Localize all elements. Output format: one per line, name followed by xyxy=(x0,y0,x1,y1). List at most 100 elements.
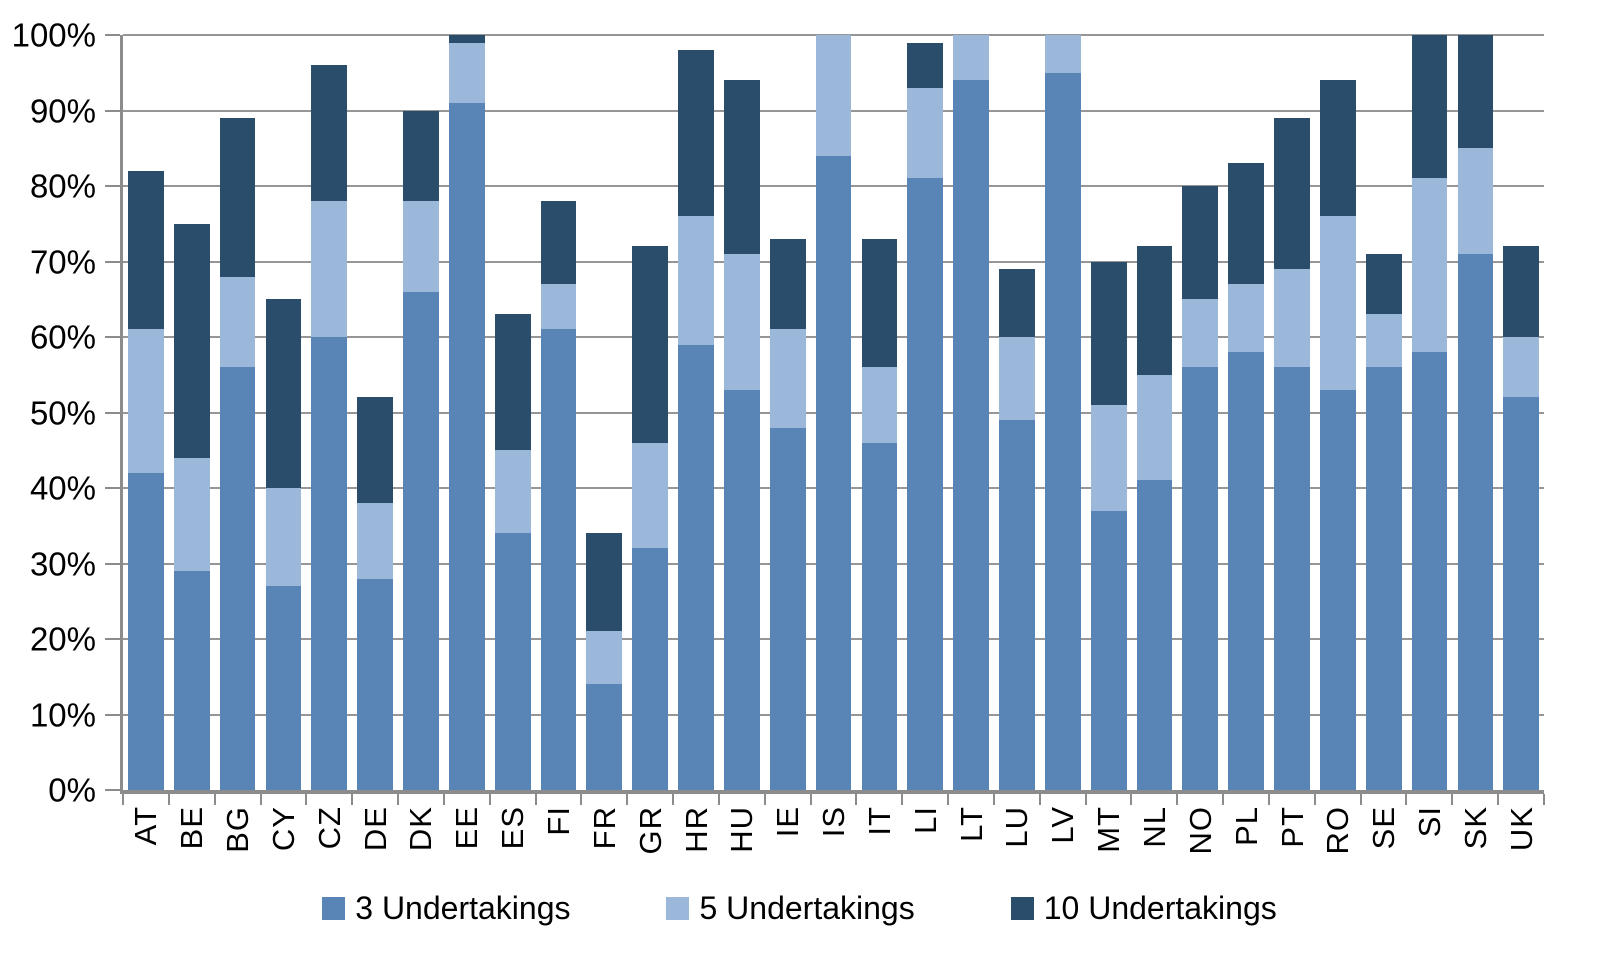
bar-segment-be-3-undertakings xyxy=(173,571,210,790)
y-tick-60 xyxy=(105,336,120,338)
bar-segment-de-3-undertakings xyxy=(357,578,394,790)
bar-slot-uk xyxy=(1498,35,1544,790)
bar-segment-cz-10-undertakings xyxy=(311,65,348,202)
bar-segment-ro-3-undertakings xyxy=(1319,389,1356,790)
bar-slot-cy xyxy=(261,35,307,790)
x-tick-4 xyxy=(305,794,308,805)
bar-segment-fi-5-undertakings xyxy=(540,284,577,330)
x-tick-30 xyxy=(1497,794,1500,805)
bar-de xyxy=(357,35,394,790)
bar-segment-fr-10-undertakings xyxy=(586,533,623,632)
bar-gr xyxy=(632,35,669,790)
x-axis-label-se: SE xyxy=(1366,806,1402,850)
bar-segment-pl-3-undertakings xyxy=(1228,352,1265,790)
x-tick-14 xyxy=(763,794,766,805)
x-axis-label-pt: PT xyxy=(1274,806,1310,848)
bar-segment-se-5-undertakings xyxy=(1365,314,1402,368)
bar-be xyxy=(173,35,210,790)
y-axis-label-20: 20% xyxy=(29,620,96,658)
y-tick-40 xyxy=(105,487,120,489)
bar-se xyxy=(1365,35,1402,790)
x-axis-label-lu: LU xyxy=(999,806,1035,848)
x-axis-label-dk: DK xyxy=(403,806,439,852)
bar-segment-nl-3-undertakings xyxy=(1136,480,1173,790)
bar-segment-be-5-undertakings xyxy=(173,457,210,572)
x-axis-label-uk: UK xyxy=(1503,806,1539,852)
bar-segment-no-3-undertakings xyxy=(1182,367,1219,790)
x-tick-23 xyxy=(1176,794,1179,805)
bar-segment-es-3-undertakings xyxy=(494,533,531,790)
bar-slot-is xyxy=(811,35,857,790)
bar-segment-si-10-undertakings xyxy=(1411,35,1448,179)
bar-ie xyxy=(769,35,806,790)
bar-slot-se xyxy=(1361,35,1407,790)
bar-nl xyxy=(1136,35,1173,790)
legend-item-3-undertakings: 3 Undertakings xyxy=(322,892,570,924)
bar-segment-lu-5-undertakings xyxy=(999,337,1035,421)
y-tick-90 xyxy=(105,109,120,112)
x-tick-8 xyxy=(488,794,491,805)
bar-slot-pl xyxy=(1223,35,1269,790)
x-axis-label-cy: CY xyxy=(265,806,301,852)
bar-segment-hu-3-undertakings xyxy=(724,389,760,790)
x-tick-18 xyxy=(947,794,950,805)
bar-segment-ee-10-undertakings xyxy=(448,35,485,43)
x-axis-label-pl: PL xyxy=(1228,806,1264,846)
bar-segment-cy-3-undertakings xyxy=(265,586,302,790)
legend-label-5-undertakings: 5 Undertakings xyxy=(699,890,915,926)
bar-segment-sk-3-undertakings xyxy=(1457,253,1494,790)
bar-slot-sk xyxy=(1452,35,1498,790)
bar-slot-si xyxy=(1407,35,1453,790)
legend-swatch-10-undertakings xyxy=(1010,896,1034,920)
bar-segment-lt-3-undertakings xyxy=(953,80,989,790)
x-axis-label-it: IT xyxy=(861,806,897,836)
x-tick-0 xyxy=(122,794,124,805)
y-axis-label-100: 100% xyxy=(11,16,96,54)
bar-slot-ie xyxy=(765,35,811,790)
x-axis-label-be: BE xyxy=(174,806,210,850)
bar-segment-se-3-undertakings xyxy=(1365,367,1402,790)
bar-slot-dk xyxy=(398,35,444,790)
x-tick-6 xyxy=(397,794,400,805)
bar-fr xyxy=(586,35,623,790)
x-axis-label-ro: RO xyxy=(1320,806,1356,855)
x-axis-label-lt: LT xyxy=(953,806,989,842)
legend-label-3-undertakings: 3 Undertakings xyxy=(355,890,571,926)
x-axis-labels: AT BE BG CY CZ DE DK EE ES FI FR GR HR HU IE IS IT LI LT LU… xyxy=(123,806,1544,884)
x-tick-12 xyxy=(672,794,675,805)
bar-slot-pt xyxy=(1269,35,1315,790)
y-axis-label-70: 70% xyxy=(29,243,96,280)
bar-segment-dk-10-undertakings xyxy=(403,110,439,202)
y-tick-50 xyxy=(105,411,120,414)
bar-sk xyxy=(1457,35,1494,790)
bar-segment-hr-5-undertakings xyxy=(678,216,714,345)
legend-item-10-undertakings: 10 Undertakings xyxy=(1010,892,1277,924)
bar-segment-is-3-undertakings xyxy=(815,155,852,790)
bar-segment-bg-5-undertakings xyxy=(219,276,256,368)
bar-pl xyxy=(1228,35,1265,790)
x-axis-label-cz: CZ xyxy=(311,806,347,850)
x-tick-28 xyxy=(1405,794,1408,805)
bar-slot-cz xyxy=(306,35,352,790)
bar-segment-uk-5-undertakings xyxy=(1503,337,1540,398)
bar-segment-mt-10-undertakings xyxy=(1090,261,1127,405)
bar-segment-at-10-undertakings xyxy=(128,170,164,330)
bar-slot-gr xyxy=(627,35,673,790)
y-axis-label-30: 30% xyxy=(29,545,96,582)
bar-segment-lu-10-undertakings xyxy=(999,269,1035,338)
bar-segment-cy-5-undertakings xyxy=(265,488,302,587)
y-axis-labels: 0% 10% 20% 30% 40% 50% 60% 70% 80% 90% 100% xyxy=(0,19,96,807)
bar-lu xyxy=(999,35,1035,790)
bar-segment-pl-10-undertakings xyxy=(1228,163,1265,285)
x-axis-label-mt: MT xyxy=(1091,806,1127,853)
x-tick-11 xyxy=(626,794,629,805)
x-axis-label-si: SI xyxy=(1412,806,1448,838)
legend-swatch-3-undertakings xyxy=(322,896,346,920)
bar-segment-uk-10-undertakings xyxy=(1503,246,1540,338)
bar-segment-hu-10-undertakings xyxy=(724,80,760,254)
bar-si xyxy=(1411,35,1448,790)
x-tick-19 xyxy=(992,794,995,805)
bar-cy xyxy=(265,35,302,790)
bar-no xyxy=(1182,35,1219,790)
